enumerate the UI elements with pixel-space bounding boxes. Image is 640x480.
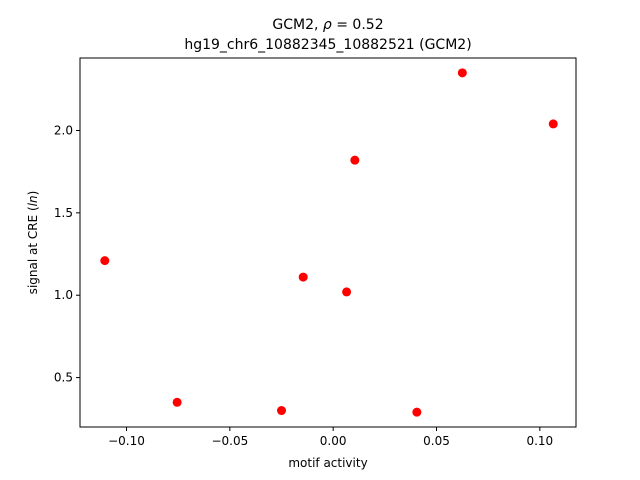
data-point	[412, 407, 422, 417]
data-point	[548, 119, 558, 129]
x-tick-label: −0.10	[108, 434, 145, 448]
chart-title-line1: GCM2, ρ = 0.52	[272, 17, 383, 33]
data-point	[172, 397, 182, 407]
data-point	[342, 287, 352, 297]
y-tick-label: 0.5	[54, 371, 73, 385]
axis-ticks: −0.10 −0.05 0.00 0.05 0.10 0.5 1.0 1.5 2.0	[54, 123, 553, 448]
data-point	[350, 155, 360, 165]
data-point	[277, 406, 286, 416]
chart-title-line2: hg19_chr6_10882345_10882521 (GCM2)	[184, 37, 471, 53]
x-tick-label: 0.05	[423, 434, 450, 448]
x-tick-label: 0.10	[526, 434, 553, 448]
plot-frame	[79, 57, 577, 428]
data-point	[457, 68, 467, 78]
data-point	[100, 256, 110, 266]
y-axis-label: signal at CRE (ln)	[26, 191, 40, 295]
x-tick-label: −0.05	[211, 434, 248, 448]
y-tick-label: 1.0	[54, 288, 73, 302]
y-tick-label: 2.0	[54, 123, 73, 137]
x-axis-label: motif activity	[288, 456, 367, 470]
data-point	[298, 272, 308, 282]
y-tick-label: 1.5	[54, 206, 73, 220]
x-tick-label: 0.00	[320, 434, 347, 448]
data-points	[100, 68, 558, 417]
